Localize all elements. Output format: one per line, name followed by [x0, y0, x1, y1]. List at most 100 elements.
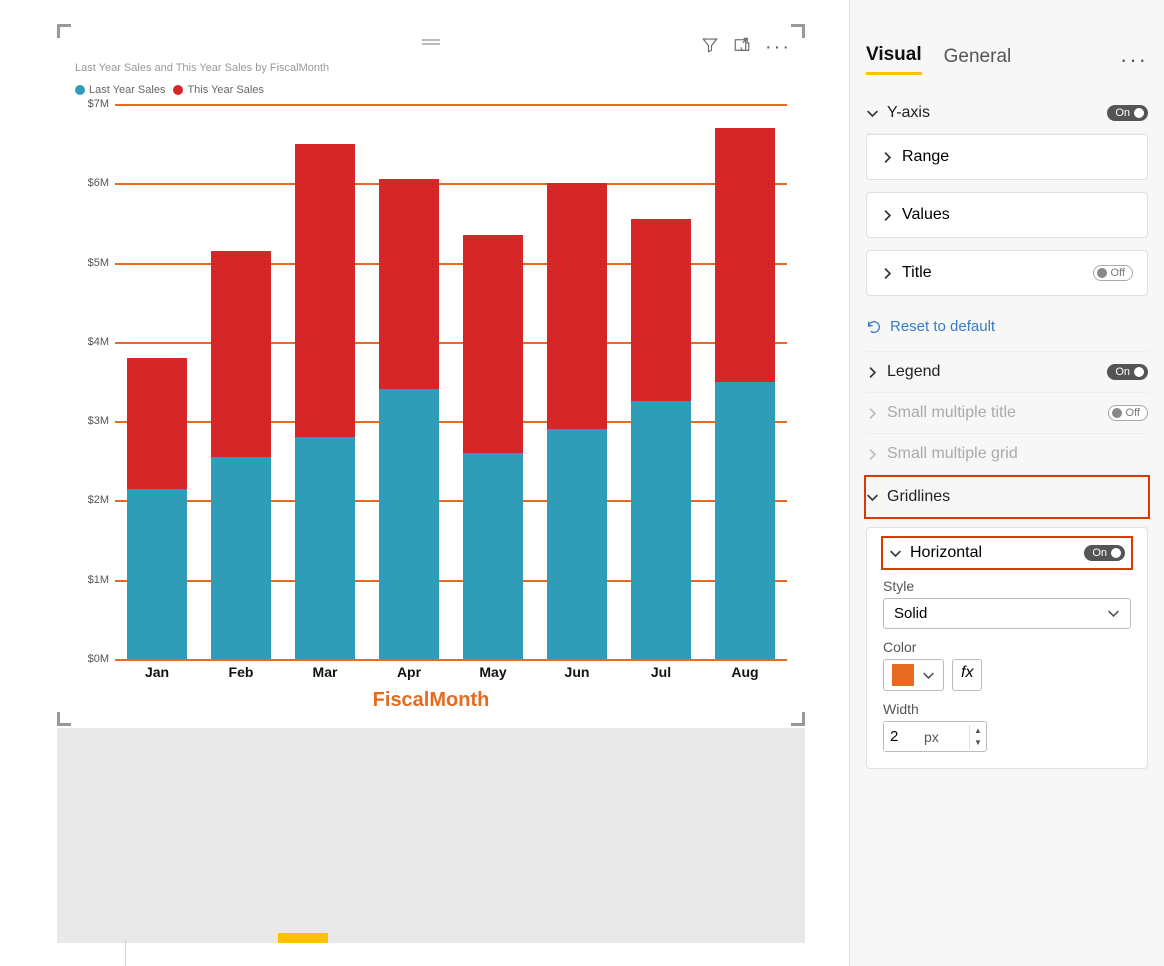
bar-group[interactable] [295, 104, 355, 659]
chevron-right-icon [881, 267, 894, 280]
subsection-label: Horizontal [910, 544, 982, 562]
section-label: Legend [887, 363, 940, 381]
tab-general[interactable]: General [944, 46, 1012, 74]
x-tick-label: Jul [631, 664, 691, 689]
selection-handle-tl[interactable] [57, 24, 71, 38]
bar-group[interactable] [631, 104, 691, 659]
y-tick-label: $7M [88, 98, 109, 110]
bar-last-year[interactable] [463, 453, 523, 659]
card-range[interactable]: Range [866, 134, 1148, 180]
chevron-right-icon [881, 209, 894, 222]
spinner-down-icon[interactable]: ▼ [970, 737, 986, 749]
x-tick-label: Jan [127, 664, 187, 689]
legend-item: Last Year Sales [75, 84, 165, 96]
format-pane: Visual General ··· Y-axis On Range Value… [849, 0, 1164, 966]
spinner-up-icon[interactable]: ▲ [970, 725, 986, 737]
canvas-background [57, 728, 805, 943]
bar-group[interactable] [463, 104, 523, 659]
section-small-multiple-grid: Small multiple grid [866, 434, 1148, 475]
card-title[interactable]: Title Off [866, 250, 1148, 296]
card-label: Range [902, 148, 949, 166]
width-spinner[interactable]: px ▲ ▼ [883, 721, 987, 752]
width-input[interactable] [884, 722, 924, 751]
chart-title: Last Year Sales and This Year Sales by F… [75, 62, 329, 74]
chevron-down-icon [1107, 607, 1120, 620]
section-label: Small multiple title [887, 404, 1016, 422]
x-tick-label: Jun [547, 664, 607, 689]
report-canvas: ··· Last Year Sales and This Year Sales … [0, 0, 849, 966]
bar-group[interactable] [211, 104, 271, 659]
toggle-legend[interactable]: On [1107, 364, 1148, 380]
divider [125, 940, 126, 966]
more-options-icon[interactable]: ··· [765, 36, 791, 59]
tab-visual[interactable]: Visual [866, 44, 922, 75]
selection-handle-tr[interactable] [791, 24, 805, 38]
reset-icon [866, 319, 882, 335]
section-small-multiple-title: Small multiple title Off [866, 393, 1148, 434]
x-tick-label: Apr [379, 664, 439, 689]
field-label-color: Color [883, 639, 1131, 655]
reset-to-default[interactable]: Reset to default [866, 308, 1148, 352]
toggle-y-axis[interactable]: On [1107, 105, 1148, 121]
plot-area: $0M$1M$2M$3M$4M$5M$6M$7M JanFebMarAprMay… [75, 104, 787, 689]
section-gridlines[interactable]: Gridlines [866, 477, 1148, 517]
chevron-down-icon [922, 669, 935, 682]
filter-icon[interactable] [701, 36, 719, 54]
y-tick-label: $5M [88, 257, 109, 269]
x-tick-label: Feb [211, 664, 271, 689]
y-tick-label: $2M [88, 494, 109, 506]
dropdown-value: Solid [894, 605, 927, 622]
chevron-down-icon [889, 547, 902, 560]
chevron-right-icon [881, 151, 894, 164]
bar-last-year[interactable] [211, 457, 271, 659]
selection-handle-bl[interactable] [57, 712, 71, 726]
dropdown-style[interactable]: Solid [883, 598, 1131, 629]
x-tick-label: Aug [715, 664, 775, 689]
bar-group[interactable] [379, 104, 439, 659]
bar-group[interactable] [715, 104, 775, 659]
section-legend[interactable]: Legend On [866, 352, 1148, 393]
bar-last-year[interactable] [379, 389, 439, 659]
legend-swatch [173, 85, 183, 95]
card-values[interactable]: Values [866, 192, 1148, 238]
y-tick-label: $0M [88, 653, 109, 665]
chevron-right-icon [866, 366, 879, 379]
drag-handle[interactable] [422, 39, 440, 47]
bar-group[interactable] [127, 104, 187, 659]
width-unit: px [924, 729, 939, 745]
field-label-style: Style [883, 578, 1131, 594]
legend-item: This Year Sales [173, 84, 263, 96]
fx-button[interactable]: fx [952, 659, 982, 691]
legend-swatch [75, 85, 85, 95]
bar-last-year[interactable] [127, 489, 187, 659]
bar-last-year[interactable] [715, 382, 775, 660]
gridlines-subpanel: Horizontal On Style Solid Color fx Width… [866, 527, 1148, 769]
y-tick-label: $6M [88, 177, 109, 189]
toggle-title[interactable]: Off [1093, 265, 1133, 281]
bar-group[interactable] [547, 104, 607, 659]
section-y-axis[interactable]: Y-axis On [866, 93, 1148, 134]
section-label: Y-axis [887, 104, 930, 122]
chevron-right-icon [866, 407, 879, 420]
chevron-right-icon [866, 448, 879, 461]
x-tick-label: May [463, 664, 523, 689]
card-label: Title [902, 264, 932, 282]
bar-last-year[interactable] [295, 437, 355, 659]
chart-visual[interactable]: ··· Last Year Sales and This Year Sales … [57, 24, 805, 726]
y-tick-label: $3M [88, 415, 109, 427]
bar-last-year[interactable] [631, 401, 691, 659]
more-tabs-icon[interactable]: ··· [1120, 47, 1148, 73]
selection-handle-br[interactable] [791, 712, 805, 726]
focus-mode-icon[interactable] [733, 36, 751, 54]
page-tab-highlight[interactable] [278, 933, 328, 943]
reset-label: Reset to default [890, 318, 995, 335]
chevron-down-icon [866, 491, 879, 504]
bar-last-year[interactable] [547, 429, 607, 659]
card-label: Values [902, 206, 950, 224]
subsection-horizontal[interactable]: Horizontal On [883, 538, 1131, 568]
section-label: Small multiple grid [887, 445, 1018, 463]
legend-label: This Year Sales [187, 84, 263, 96]
color-chip [892, 664, 914, 686]
color-picker[interactable] [883, 659, 944, 691]
toggle-horizontal[interactable]: On [1084, 545, 1125, 561]
